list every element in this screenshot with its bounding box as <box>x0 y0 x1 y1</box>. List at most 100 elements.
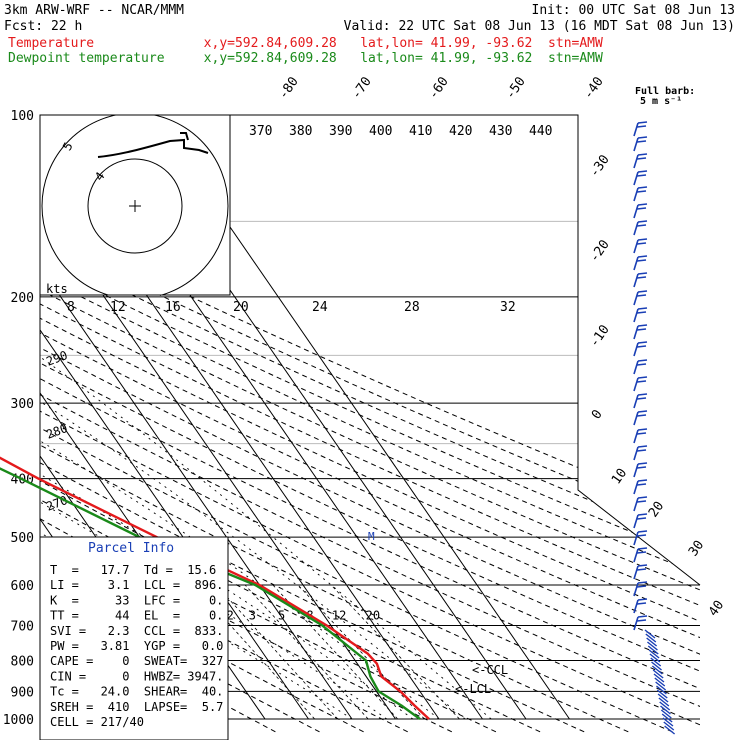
temperature-tick-label: -20 <box>587 237 613 265</box>
dry-adiabat-line <box>40 115 700 733</box>
wind-barb-low <box>648 649 660 659</box>
m-marker: M <box>368 530 375 543</box>
wind-barb-flag <box>637 186 648 189</box>
dry-adiabat-line <box>40 115 700 733</box>
hodograph-ring-inner <box>87 158 183 254</box>
theta-top-label: 370 <box>249 124 272 139</box>
wind-barb-flag <box>636 619 647 622</box>
dry-adiabat-line <box>40 115 700 733</box>
wind-barb-low <box>644 629 656 639</box>
theta-top-label: 380 <box>289 124 312 139</box>
dewpoint-series-line <box>0 467 421 720</box>
mixing-ratio-line <box>297 584 425 720</box>
wind-barb <box>633 360 639 375</box>
wind-barb <box>633 531 639 546</box>
wind-barb-flag <box>636 585 647 588</box>
wind-barb-flag <box>637 530 648 533</box>
hodo-u-label: 12 <box>110 300 126 315</box>
pressure-tick-label: 200 <box>11 291 34 306</box>
wind-barb-flag <box>636 432 647 435</box>
wind-barb <box>633 204 639 219</box>
wind-barb-flag <box>636 207 647 210</box>
mixing-ratio-line <box>194 584 315 720</box>
wind-barb <box>633 187 639 202</box>
parcel-info-row: CIN = 0 HWBZ= 3947. <box>50 669 223 683</box>
wind-barb-low <box>663 721 675 731</box>
wind-barb-low <box>647 641 658 651</box>
wind-barb-low <box>654 677 666 687</box>
wind-barb <box>633 446 639 461</box>
ccl-marker: <-CCL <box>472 663 508 677</box>
hodo-u-label: 20 <box>233 300 249 315</box>
dry-adiabat-line <box>40 115 700 733</box>
temperature-tick-label: 20 <box>646 499 667 520</box>
wind-barb <box>633 463 639 478</box>
mixing-ratio-label: 20 <box>366 608 380 622</box>
pressure-tick-label: 700 <box>11 619 34 634</box>
moist-adiabat-line <box>40 296 353 720</box>
wind-barb-flag <box>636 174 647 177</box>
hodo-u-label: 32 <box>500 300 516 315</box>
moist-adiabat-line <box>40 296 492 720</box>
wind-barb <box>633 429 639 444</box>
pressure-tick-label: 1000 <box>3 713 34 728</box>
wind-barb <box>633 394 639 409</box>
wind-barb-flag <box>637 445 648 448</box>
wind-barb <box>633 171 639 186</box>
wind-barb-low <box>655 685 667 695</box>
wind-barb-flag <box>637 547 648 550</box>
pressure-tick-label: 500 <box>11 531 34 546</box>
isotherm-line <box>40 115 353 720</box>
barb-legend-title: Full barb: <box>635 86 695 97</box>
wind-barb-flag <box>637 153 648 156</box>
wind-barb <box>633 599 639 614</box>
theta-top-label: 410 <box>409 124 432 139</box>
mixing-ratio-label: 5 <box>278 608 285 622</box>
wind-barb <box>633 582 639 597</box>
hodo-u-label: 24 <box>312 300 328 315</box>
hodograph-ring-outer <box>41 115 229 295</box>
pressure-tick-label: 900 <box>11 685 34 700</box>
wind-barb-flag <box>636 483 647 486</box>
temperature-tick-label: -60 <box>426 74 452 102</box>
wind-barb-flag <box>637 307 648 310</box>
mixing-ratio-line <box>244 584 369 720</box>
wind-barb-flag <box>636 328 647 331</box>
wind-barb-flag <box>637 220 648 223</box>
wind-barb-low <box>662 717 674 727</box>
wind-barb-flag <box>637 496 648 499</box>
wind-barb-low <box>651 661 662 671</box>
theta-top-label: 390 <box>329 124 352 139</box>
mixing-ratio-line <box>216 584 338 720</box>
dry-adiabat-line <box>40 115 700 733</box>
wind-barb-flag <box>637 393 648 396</box>
wind-barb-low <box>653 673 665 683</box>
wind-barb <box>633 154 639 169</box>
pressure-tick-label: 600 <box>11 579 34 594</box>
dry-adiabat-line <box>40 115 700 733</box>
lcl-marker: <-LCL <box>455 682 491 696</box>
isotherm-line <box>0 115 4 719</box>
temperature-tick-label: -50 <box>503 74 529 102</box>
wind-barb-flag <box>637 238 648 241</box>
wind-barb-flag <box>636 397 647 400</box>
temperature-tick-label: 40 <box>706 598 727 619</box>
mixing-ratio-line <box>272 584 398 720</box>
parcel-info-row: LI = 3.1 LCL = 896. <box>50 578 223 592</box>
dry-adiabat-line <box>40 115 700 733</box>
wind-barb <box>633 548 639 563</box>
dry-adiabat-line <box>40 115 700 733</box>
dry-adiabat-line <box>40 115 320 733</box>
parcel-info-panel: Parcel Info T = 17.7 Td = 15.6LI = 3.1 L… <box>39 536 229 740</box>
wind-barb-low <box>660 705 671 715</box>
wind-barb-flag <box>637 136 648 139</box>
wind-barb-flag <box>637 121 648 124</box>
wind-barb-low <box>652 669 664 679</box>
wind-barb-low <box>659 701 671 711</box>
wind-barb-flag <box>636 449 647 452</box>
wind-barb <box>633 497 639 512</box>
wind-barb-flag <box>637 170 648 173</box>
wind-barbs-column <box>633 121 676 735</box>
wind-barb-low <box>645 633 657 643</box>
